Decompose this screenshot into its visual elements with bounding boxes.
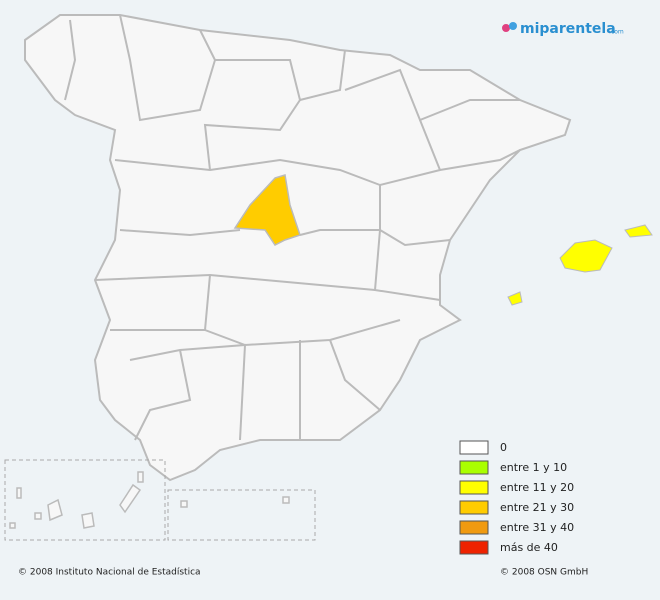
legend: 0 entre 1 y 10 entre 11 y 20 entre 21 y 30 e… [459, 440, 574, 555]
legend-label: entre 11 y 20 [500, 481, 574, 494]
legend-label: entre 21 y 30 [500, 501, 574, 514]
legend-label: entre 1 y 10 [500, 461, 567, 474]
ceuta-melilla [180, 496, 290, 508]
footer-left: © 2008 Instituto Nacional de Estadística [18, 568, 201, 578]
logo-text[interactable]: miparentela [520, 21, 616, 37]
balearic-islands [507, 224, 653, 306]
mallorca [559, 239, 613, 273]
legend-swatch [459, 520, 489, 535]
legend-label: más de 40 [500, 541, 558, 554]
canary-islands [9, 471, 144, 529]
ceuta-melilla-inset [167, 489, 316, 541]
legend-swatch [459, 440, 489, 455]
legend-label: 0 [500, 441, 507, 454]
canary-inset [4, 459, 166, 541]
logo-suffix[interactable]: .com [609, 29, 624, 36]
footer-right: © 2008 OSN GmbH [500, 568, 588, 578]
legend-swatch [459, 540, 489, 555]
ibiza [507, 291, 523, 306]
legend-swatch [459, 500, 489, 515]
province-borders [64, 14, 521, 441]
legend-swatch [459, 480, 489, 495]
madrid-region [233, 174, 301, 246]
legend-label: entre 31 y 40 [500, 521, 574, 534]
logo[interactable]: miparentela .com [502, 21, 624, 37]
menorca [624, 224, 653, 238]
legend-swatch [459, 460, 489, 475]
